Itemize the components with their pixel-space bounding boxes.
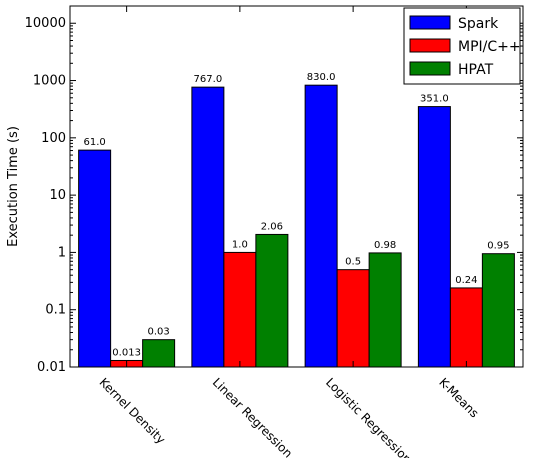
y-axis-title: Execution Time (s) [6, 126, 21, 247]
y-tick-label: 0.1 [45, 303, 66, 318]
legend-swatch [409, 38, 451, 53]
data-label: 61.0 [83, 137, 105, 148]
legend: Spark MPI/C++ HPAT [403, 7, 521, 85]
legend-label: HPAT [458, 62, 494, 78]
y-tick-label: 0.01 [37, 360, 66, 375]
bar-spark-1 [191, 86, 225, 368]
legend-swatch [409, 61, 451, 76]
x-tick-label: Linear Regression [210, 375, 295, 458]
y-tick-label: 10 [49, 188, 66, 203]
bar-spark-3 [417, 106, 451, 368]
x-tick-label: K-Means [436, 375, 481, 420]
y-tick-label: 100 [41, 131, 66, 146]
bar-spark-2 [304, 84, 338, 368]
bars [78, 84, 515, 368]
plot-frame [69, 5, 524, 368]
x-tick-label: Kernel Density [97, 375, 169, 447]
y-tick-label: 1 [58, 245, 66, 260]
bar-hpat-1 [255, 233, 289, 368]
y-axis-ticks: 0.01 0.1 1 10 100 1000 10000 [25, 5, 523, 375]
data-label: 0.98 [374, 240, 396, 251]
data-label: 351.0 [420, 94, 449, 105]
bar-hpat-0 [142, 339, 176, 368]
data-label: 0.24 [455, 275, 477, 286]
legend-label: Spark [458, 16, 499, 32]
data-label: 830.0 [307, 72, 336, 83]
y-tick-label: 1000 [33, 74, 66, 89]
data-label: 1.0 [232, 239, 248, 250]
bar-spark-0 [78, 149, 112, 368]
data-label: 0.5 [345, 257, 361, 268]
data-label: 0.03 [147, 327, 169, 338]
y-tick-label: 10000 [25, 16, 66, 31]
bar-mpi-c--2 [336, 269, 370, 368]
x-tick-label: Logistic Regression [323, 375, 414, 458]
legend-swatch [409, 15, 451, 30]
data-label: 2.06 [261, 221, 283, 232]
bar-mpi-c--1 [223, 251, 257, 368]
bar-hpat-2 [368, 252, 402, 368]
bar-mpi-c--3 [449, 287, 483, 368]
legend-label: MPI/C++ [458, 39, 521, 55]
bar-hpat-3 [481, 253, 515, 368]
data-label: 0.013 [112, 347, 141, 358]
data-label: 767.0 [194, 74, 223, 85]
data-labels: 61.0 0.013 0.03 767.0 1.0 2.06 830.0 0.5 0.98 351… [83, 72, 509, 358]
data-label: 0.95 [487, 241, 509, 252]
